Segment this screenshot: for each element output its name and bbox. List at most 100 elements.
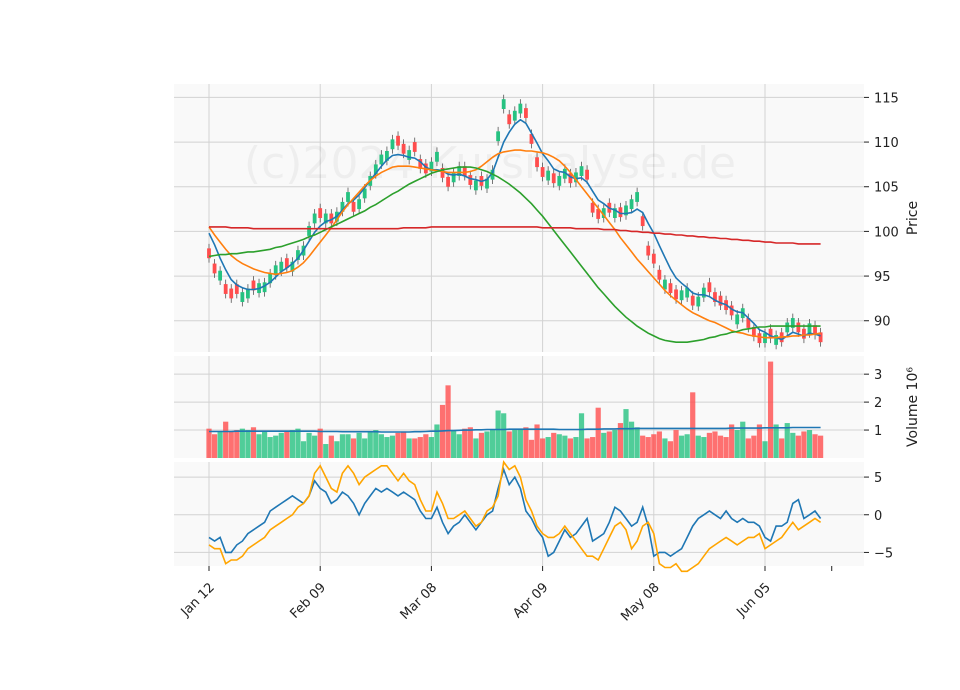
candle [596,209,601,219]
volume-bar [812,434,818,458]
price-average-line-0 [208,118,821,341]
candle [234,284,239,294]
volume-bar [712,431,718,458]
volume-bar [667,441,674,458]
x-tick-label: Jun 05 [734,580,774,620]
candle [507,114,512,125]
volume-bar [723,437,729,458]
volume-bar [784,423,790,458]
volume-bar [595,407,601,458]
candle [729,305,734,316]
candle [407,150,412,160]
volume-bar [245,430,251,458]
volume-bar [211,434,218,458]
candle [468,175,473,185]
price-y-tick-label: 100 [874,225,899,240]
candle [696,296,701,307]
candle [557,176,562,186]
volume-bar [406,438,412,458]
candle [362,188,367,199]
candle [312,213,317,224]
candle [223,284,228,294]
volume-bar [645,437,651,458]
volume-bar [250,427,257,458]
volume-bar [367,431,373,458]
volume-bar [489,430,496,458]
candle [735,314,740,325]
volume-bar [478,432,485,458]
candle [535,157,539,168]
volume-bar [462,428,468,458]
volume-average-line [209,426,821,433]
volume-bar [795,435,801,458]
candle [807,323,812,334]
candle [768,328,773,339]
volume-bar [451,430,457,458]
price-average-line-1 [208,149,821,339]
candle [529,134,534,144]
candle [579,166,584,177]
price-y-tick-label: 110 [874,136,899,151]
volume-bar [628,421,635,458]
price-average-line-2 [208,166,821,344]
candle [451,172,456,183]
candle [551,173,556,184]
volume-bar [617,423,624,458]
volume-bar [339,434,346,458]
candle [546,170,551,181]
x-tick-label: Apr 09 [510,580,551,621]
volume-bar [690,392,696,458]
candle [440,167,445,178]
candle [429,161,434,172]
candle [757,333,762,344]
volume-bar [256,434,262,458]
candle [390,139,395,150]
volume-bar [623,409,629,458]
candle [323,213,328,224]
volume-bar [334,441,340,458]
candle [585,169,589,180]
candle [351,201,356,212]
oscillator-line-6 [208,459,822,573]
candle [635,192,640,202]
volume-bar [234,430,240,458]
volume-bar [818,435,824,458]
candle [657,269,662,280]
volume-bar [534,424,540,458]
candle [601,208,606,218]
volume-axis-label: Volume 10⁶ [905,367,921,447]
volume-bar [584,438,590,458]
candle [785,322,790,333]
candle [240,292,245,302]
candle [685,287,690,298]
candle [707,282,712,293]
candle [562,168,567,179]
volume-bar [762,441,768,458]
candle [268,273,273,284]
candle [651,253,656,264]
volume-bar [717,435,724,458]
volume-bar [612,430,618,458]
oscillator-y-tick-label: 0 [874,509,882,524]
volume-bar [428,437,434,458]
candle [290,261,295,272]
candle [418,159,423,169]
watermark: (c)2024 Kursnalyse.de [244,138,736,189]
volume-bar [239,428,245,458]
volume-bar [684,434,690,458]
volume-bar [606,431,612,458]
volume-bar [456,434,462,458]
volume-bar [545,437,551,458]
volume-bar [578,413,585,458]
volume-bar [573,437,579,458]
volume-bar [206,428,212,458]
candle [774,335,779,345]
volume-bar [567,438,573,458]
candle [518,103,523,114]
price-axis-label: Price [905,201,921,235]
candle [663,279,667,290]
candle [674,289,678,300]
volume-bar [317,428,323,458]
candle [279,261,284,272]
